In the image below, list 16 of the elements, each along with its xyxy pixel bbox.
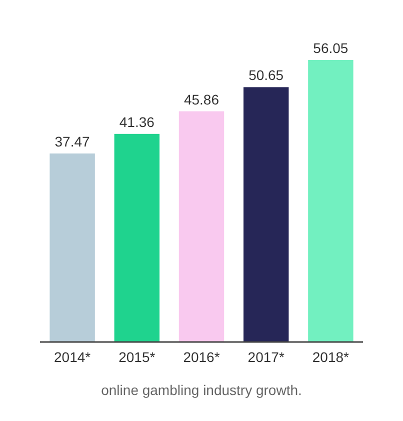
data-label: 45.86: [184, 91, 220, 108]
x-tick-label: 2016*: [183, 349, 220, 365]
x-tick-label: 2014*: [54, 349, 92, 365]
bar: [50, 153, 95, 342]
bar: [243, 87, 289, 342]
bar: [308, 60, 354, 342]
x-tick-label: 2018*: [312, 349, 350, 365]
bar: [114, 134, 160, 342]
x-tick-label: 2017*: [248, 349, 285, 365]
data-label: 50.65: [248, 67, 284, 84]
x-tick-label: 2015*: [118, 349, 156, 365]
data-label: 41.36: [119, 114, 155, 130]
text: online gambling industry growth.: [101, 382, 302, 398]
data-label: 37.47: [54, 133, 90, 150]
data-label: 56.05: [313, 40, 348, 56]
bar: [178, 111, 224, 342]
